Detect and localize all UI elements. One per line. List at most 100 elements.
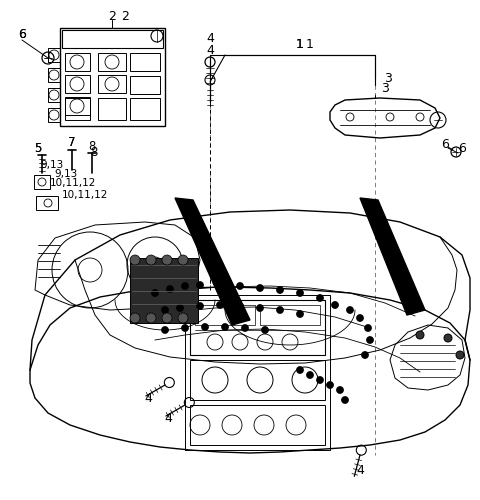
Circle shape xyxy=(307,372,313,378)
Text: 5: 5 xyxy=(34,142,42,154)
Text: 3: 3 xyxy=(384,72,392,85)
Circle shape xyxy=(146,255,156,265)
Circle shape xyxy=(162,255,172,265)
Bar xyxy=(62,30,163,48)
Text: 1: 1 xyxy=(296,38,304,51)
Text: 4: 4 xyxy=(144,392,152,404)
Bar xyxy=(260,305,320,325)
Circle shape xyxy=(130,255,140,265)
Text: 4: 4 xyxy=(206,44,214,57)
Circle shape xyxy=(181,282,189,290)
Circle shape xyxy=(256,304,264,312)
Circle shape xyxy=(202,324,208,330)
Text: 1: 1 xyxy=(296,38,304,51)
Bar xyxy=(98,75,126,93)
Circle shape xyxy=(297,366,303,374)
Circle shape xyxy=(316,294,324,302)
Circle shape xyxy=(276,306,284,314)
Bar xyxy=(65,98,90,120)
Text: 8: 8 xyxy=(88,140,96,152)
Circle shape xyxy=(196,282,204,288)
Bar xyxy=(34,175,50,189)
Circle shape xyxy=(256,284,264,292)
Bar xyxy=(190,405,325,445)
Bar xyxy=(65,97,90,115)
Bar xyxy=(130,258,198,323)
Text: 9,13: 9,13 xyxy=(40,160,63,170)
Circle shape xyxy=(221,324,228,330)
Circle shape xyxy=(316,376,324,384)
Circle shape xyxy=(241,324,249,332)
Bar xyxy=(65,53,90,71)
Polygon shape xyxy=(360,198,425,315)
Text: 4: 4 xyxy=(356,464,364,476)
Bar xyxy=(48,48,60,62)
Text: 1: 1 xyxy=(306,38,314,52)
Circle shape xyxy=(262,326,268,334)
Bar xyxy=(190,300,325,355)
Circle shape xyxy=(456,351,464,359)
Text: 4: 4 xyxy=(206,32,214,44)
Bar xyxy=(130,98,160,120)
Text: 4: 4 xyxy=(164,412,172,424)
Text: 9,13: 9,13 xyxy=(54,169,77,179)
Bar xyxy=(98,53,126,71)
Bar xyxy=(65,75,90,93)
Circle shape xyxy=(364,324,372,332)
Text: 2: 2 xyxy=(121,10,129,22)
Text: 6: 6 xyxy=(18,28,26,42)
Text: 7: 7 xyxy=(68,136,76,149)
Circle shape xyxy=(276,286,284,294)
Bar xyxy=(195,305,255,325)
Bar xyxy=(48,108,60,122)
Text: 10,11,12: 10,11,12 xyxy=(50,178,96,188)
Text: 2: 2 xyxy=(108,10,116,22)
Circle shape xyxy=(178,255,188,265)
Circle shape xyxy=(162,313,172,323)
Circle shape xyxy=(146,313,156,323)
Circle shape xyxy=(416,331,424,339)
Circle shape xyxy=(237,302,243,310)
Text: 3: 3 xyxy=(381,82,389,94)
Circle shape xyxy=(177,304,183,312)
Circle shape xyxy=(357,314,363,322)
Circle shape xyxy=(152,290,158,296)
Circle shape xyxy=(332,302,338,308)
Polygon shape xyxy=(175,198,250,325)
Circle shape xyxy=(178,313,188,323)
Circle shape xyxy=(167,286,173,292)
Circle shape xyxy=(336,386,344,394)
Circle shape xyxy=(347,306,353,314)
Circle shape xyxy=(367,336,373,344)
Circle shape xyxy=(130,313,140,323)
Text: 10,11,12: 10,11,12 xyxy=(62,190,108,200)
Text: 6: 6 xyxy=(458,142,466,154)
Circle shape xyxy=(237,282,243,290)
Circle shape xyxy=(341,396,348,404)
Bar xyxy=(130,53,160,71)
Bar xyxy=(60,28,165,126)
Circle shape xyxy=(196,302,204,310)
Text: 6: 6 xyxy=(18,28,26,42)
Circle shape xyxy=(361,352,369,358)
Bar xyxy=(130,76,160,94)
Circle shape xyxy=(181,324,189,332)
Bar xyxy=(185,295,330,450)
Text: 7: 7 xyxy=(68,136,76,149)
Bar xyxy=(190,360,325,400)
Circle shape xyxy=(216,282,224,288)
Text: 5: 5 xyxy=(34,142,42,154)
Bar xyxy=(98,98,126,120)
Circle shape xyxy=(326,382,334,388)
Circle shape xyxy=(161,306,168,314)
Bar xyxy=(48,88,60,102)
Circle shape xyxy=(161,326,168,334)
Bar xyxy=(36,196,58,210)
Circle shape xyxy=(297,290,303,296)
Circle shape xyxy=(216,302,224,308)
Text: 8: 8 xyxy=(90,146,98,158)
Circle shape xyxy=(297,310,303,318)
Text: 6: 6 xyxy=(441,138,449,150)
Bar xyxy=(48,68,60,82)
Circle shape xyxy=(444,334,452,342)
